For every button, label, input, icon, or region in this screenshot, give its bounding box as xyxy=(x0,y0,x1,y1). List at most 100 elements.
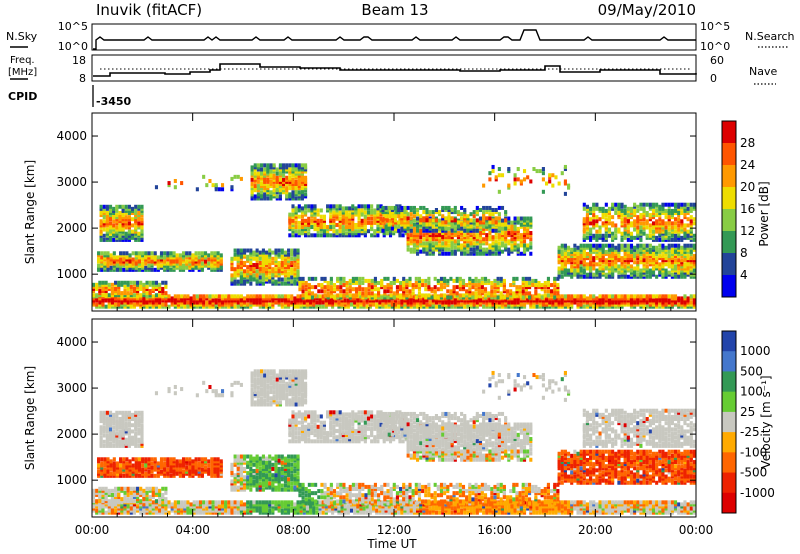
power-cell xyxy=(366,212,371,217)
power-cell xyxy=(471,291,475,296)
power-cell xyxy=(629,298,634,303)
power-cell xyxy=(683,233,687,238)
power-cell xyxy=(447,218,451,223)
power-cell xyxy=(488,298,492,303)
power-cell xyxy=(419,224,423,229)
power-cell xyxy=(494,177,498,182)
power-cell xyxy=(185,251,189,256)
power-cell xyxy=(363,218,367,223)
power-cell xyxy=(301,295,305,300)
power-cell xyxy=(692,245,696,250)
power-cell xyxy=(585,302,589,307)
power-cell xyxy=(683,208,687,213)
power-cell xyxy=(683,202,687,207)
power-cell xyxy=(261,277,265,282)
power-cell xyxy=(633,219,637,224)
power-cell xyxy=(614,302,618,307)
power-cell xyxy=(376,220,380,225)
power-cell xyxy=(529,241,533,246)
power-cell xyxy=(438,239,442,244)
power-cell xyxy=(125,261,129,266)
power-cell xyxy=(243,269,247,274)
power-cell xyxy=(208,302,212,307)
power-cell xyxy=(121,225,125,230)
power-cell xyxy=(673,302,678,307)
power-cell xyxy=(449,289,453,294)
power-cell xyxy=(658,254,662,259)
power-cell xyxy=(239,281,243,286)
power-cell xyxy=(224,296,228,301)
power-cell xyxy=(370,208,374,213)
power-cell xyxy=(329,276,333,281)
power-cell xyxy=(98,293,102,298)
power-cell xyxy=(125,251,129,256)
power-cell xyxy=(510,222,514,227)
power-cell xyxy=(102,206,106,211)
power-cell xyxy=(304,188,308,193)
power-cell xyxy=(408,291,412,296)
power-cell xyxy=(585,219,589,224)
power-cell xyxy=(348,214,352,219)
power-cell xyxy=(400,226,404,231)
power-cell xyxy=(348,227,352,232)
power-cell xyxy=(604,304,608,309)
power-cell xyxy=(258,277,262,282)
power-cell xyxy=(400,212,404,217)
power-cell xyxy=(683,247,687,252)
power-cell xyxy=(349,302,354,307)
power-cell xyxy=(211,294,215,299)
power-cell xyxy=(439,278,444,283)
power-cell xyxy=(249,275,253,280)
power-cell xyxy=(626,274,630,279)
power-cell xyxy=(265,269,269,274)
power-cell xyxy=(436,287,440,292)
power-cell xyxy=(255,279,259,284)
power-cell xyxy=(164,291,168,296)
power-cell xyxy=(510,300,514,305)
power-cell xyxy=(125,263,129,268)
power-cell xyxy=(227,296,231,301)
power-cell xyxy=(112,261,116,266)
power-cell xyxy=(645,294,649,299)
power-cell xyxy=(342,289,346,294)
power-cell xyxy=(132,286,136,291)
power-cell xyxy=(595,235,599,240)
power-cell xyxy=(651,300,656,305)
power-cell xyxy=(629,300,634,305)
power-cell xyxy=(417,280,422,285)
power-cell xyxy=(357,212,361,217)
power-cell xyxy=(351,276,355,281)
power-cell xyxy=(409,239,413,244)
power-cell xyxy=(645,221,649,226)
power-cell xyxy=(297,186,301,191)
power-cell xyxy=(683,302,687,307)
power-cell xyxy=(419,298,423,303)
power-cell xyxy=(614,249,618,254)
power-cell xyxy=(478,300,483,305)
power-cell xyxy=(607,262,612,267)
power-cell xyxy=(507,233,511,238)
power-cell xyxy=(195,298,199,303)
power-cell xyxy=(611,272,615,277)
power-cell xyxy=(419,214,423,219)
power-cell xyxy=(239,302,243,307)
power-cell xyxy=(611,296,615,301)
power-cell xyxy=(620,256,624,261)
power-cell xyxy=(239,260,243,265)
power-cell xyxy=(655,300,659,305)
power-cell xyxy=(214,300,218,305)
power-cell xyxy=(500,241,505,246)
power-cell xyxy=(278,173,282,178)
power-cell xyxy=(123,289,127,294)
power-cell xyxy=(309,302,313,307)
power-cell xyxy=(639,274,643,279)
power-cell xyxy=(115,219,119,224)
power-cell xyxy=(507,183,511,188)
power-cell xyxy=(392,278,396,283)
power-cell xyxy=(339,285,343,290)
power-cell xyxy=(298,283,302,288)
power-cell xyxy=(332,214,336,219)
power-cell xyxy=(412,226,416,231)
power-cell xyxy=(441,220,445,225)
power-cell xyxy=(636,231,640,236)
